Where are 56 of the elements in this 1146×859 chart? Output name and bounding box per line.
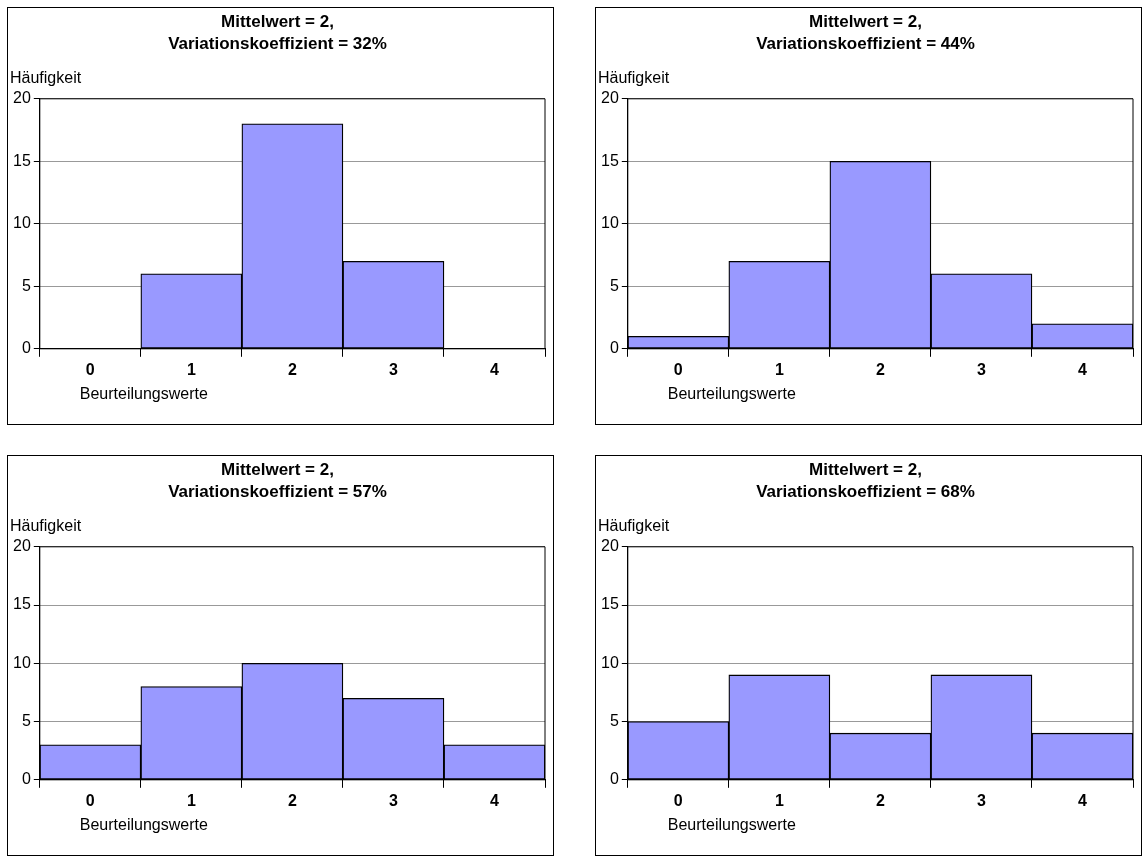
y-tick-label: 10 [13, 214, 31, 232]
x-tick-label: 4 [490, 791, 500, 809]
x-axis-title: Beurteilungswerte [79, 816, 208, 834]
x-tick-label: 0 [673, 791, 683, 809]
y-tick-label: 5 [609, 276, 619, 294]
chart-title: Mittelwert = 2, [221, 11, 334, 31]
y-tick-label: 10 [601, 214, 619, 232]
y-tick-label: 5 [609, 711, 619, 729]
y-axis-title: Häufigkeit [598, 69, 670, 87]
y-tick-label: 0 [609, 339, 619, 357]
chart-subtitle: Variationskoeffizient = 68% [756, 482, 975, 502]
x-tick-label: 0 [673, 360, 683, 378]
x-tick-label: 1 [186, 360, 196, 378]
y-tick-label: 20 [13, 537, 31, 555]
x-tick-label: 0 [85, 791, 95, 809]
y-tick-label: 15 [601, 595, 619, 613]
x-tick-label: 1 [774, 791, 784, 809]
x-tick-label: 2 [875, 791, 885, 809]
chart-subtitle: Variationskoeffizient = 57% [168, 482, 387, 502]
chart-title: Mittelwert = 2, [221, 459, 334, 479]
x-tick-label: 2 [875, 360, 885, 378]
y-tick-label: 10 [13, 653, 31, 671]
y-tick-label: 15 [13, 151, 31, 169]
x-tick-label: 1 [774, 360, 784, 378]
y-tick-label: 20 [601, 89, 619, 107]
x-tick-label: 2 [287, 360, 297, 378]
x-tick-label: 2 [287, 791, 297, 809]
x-tick-label: 4 [490, 360, 500, 378]
x-axis-title: Beurteilungswerte [667, 816, 796, 834]
y-tick-label: 5 [21, 276, 31, 294]
chart-subtitle: Variationskoeffizient = 44% [756, 34, 975, 54]
y-tick-label: 15 [601, 151, 619, 169]
x-tick-label: 3 [388, 791, 398, 809]
y-tick-label: 10 [601, 653, 619, 671]
chart-title: Mittelwert = 2, [809, 459, 922, 479]
chart-title: Mittelwert = 2, [809, 11, 922, 31]
y-tick-label: 20 [601, 537, 619, 555]
y-tick-label: 5 [21, 711, 31, 729]
y-tick-label: 15 [13, 595, 31, 613]
x-tick-label: 3 [388, 360, 398, 378]
x-tick-label: 3 [976, 360, 986, 378]
x-tick-label: 4 [1078, 360, 1088, 378]
x-tick-label: 3 [976, 791, 986, 809]
x-tick-label: 4 [1078, 791, 1088, 809]
y-tick-label: 20 [13, 89, 31, 107]
x-tick-label: 0 [85, 360, 95, 378]
y-tick-label: 0 [21, 770, 31, 788]
x-tick-label: 1 [186, 791, 196, 809]
y-tick-label: 0 [609, 770, 619, 788]
chart-subtitle: Variationskoeffizient = 32% [168, 34, 387, 54]
y-axis-title: Häufigkeit [10, 517, 82, 535]
y-tick-label: 0 [21, 339, 31, 357]
x-axis-title: Beurteilungswerte [667, 385, 796, 403]
x-axis-title: Beurteilungswerte [79, 385, 208, 403]
y-axis-title: Häufigkeit [10, 69, 82, 87]
y-axis-title: Häufigkeit [598, 517, 670, 535]
